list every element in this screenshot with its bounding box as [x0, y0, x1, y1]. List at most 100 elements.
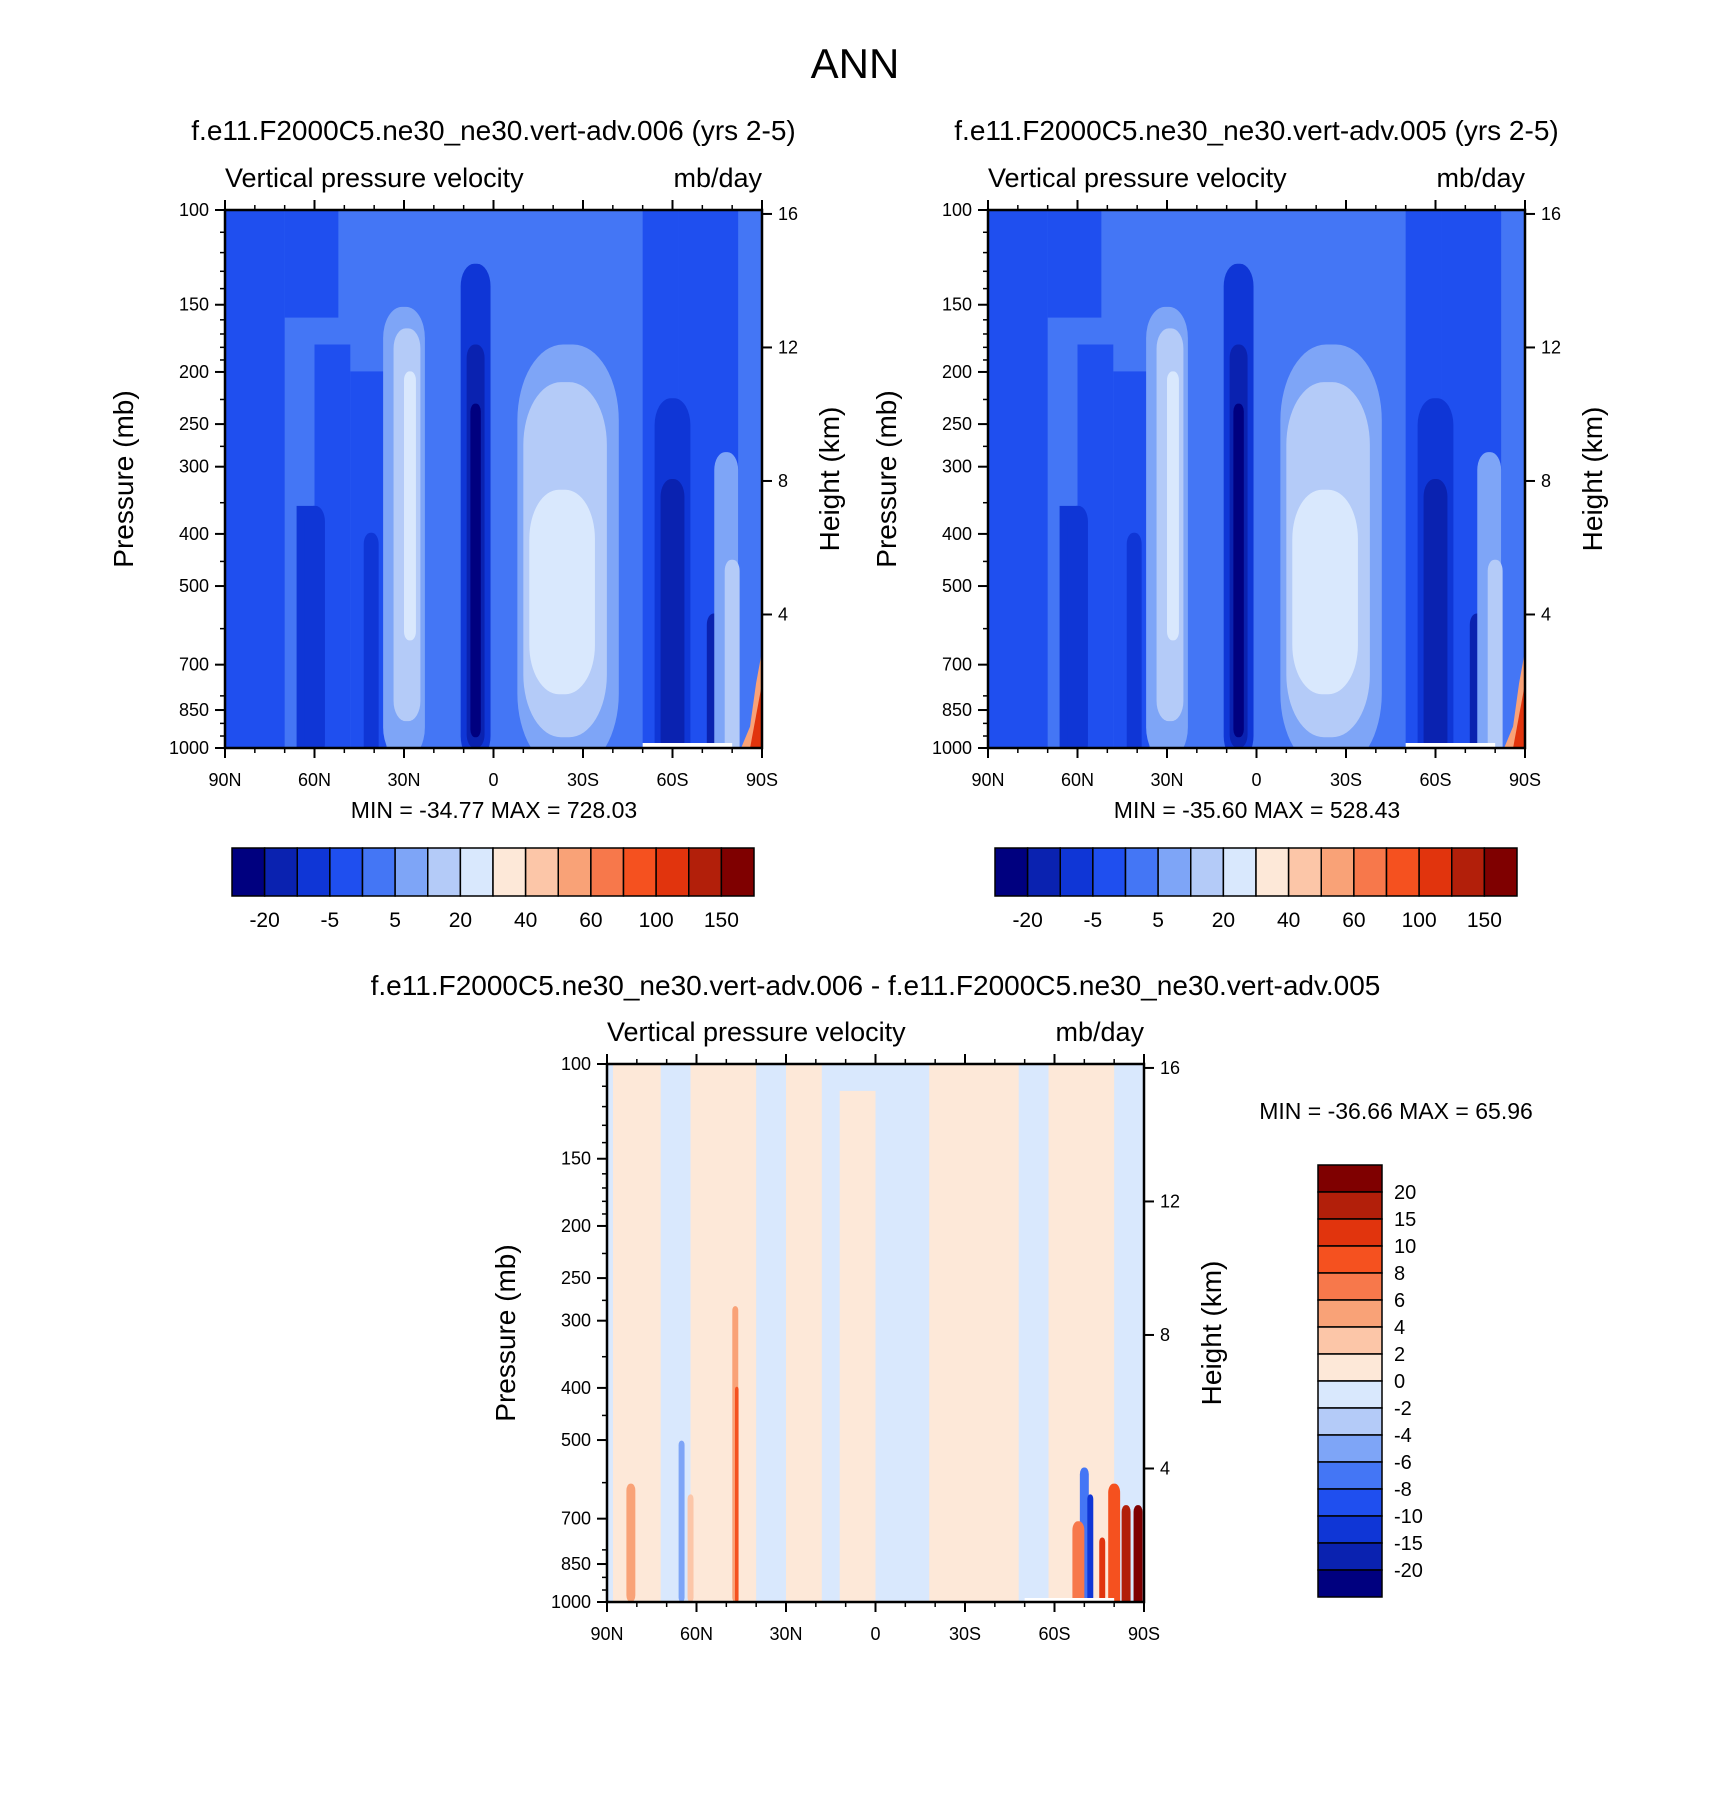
colorbar-swatch: [1317, 1434, 1383, 1463]
colorbar-tick-label: -6: [1394, 1452, 1412, 1474]
x-tick-label: 90S: [746, 770, 778, 790]
colorbar-tick-label: 15: [1394, 1209, 1416, 1231]
colorbar-tick-label: 4: [1394, 1317, 1405, 1339]
panel-title: f.e11.F2000C5.ne30_ne30.vert-adv.006 - f…: [371, 970, 1381, 1001]
contour-region: [678, 1440, 685, 1602]
y-right-axis-label: Height (km): [1196, 1261, 1227, 1406]
colorbar-swatch: [1451, 847, 1486, 897]
colorbar-swatch: [1124, 847, 1159, 897]
y-right-axis-label: Height (km): [814, 407, 845, 552]
y-tick-label: 400: [179, 524, 209, 544]
colorbar-swatch: [1317, 1569, 1383, 1598]
x-tick-label: 30N: [1150, 770, 1183, 790]
contour-region: [1133, 1505, 1143, 1602]
topography-mask: [1405, 743, 1496, 748]
y-tick-label: 200: [561, 1216, 591, 1236]
panel-right-label: mb/day: [1055, 1017, 1144, 1047]
colorbar-swatch: [1320, 847, 1355, 897]
colorbar-swatch: [459, 847, 494, 897]
colorbar-tick-label: -20: [249, 909, 279, 932]
colorbar-tick-label: 150: [1467, 909, 1502, 932]
y-tick-label: 100: [179, 200, 209, 220]
x-tick-label: 90N: [208, 770, 241, 790]
x-tick-label: 0: [488, 770, 498, 790]
x-tick-label: 60N: [680, 1624, 713, 1644]
y-tick-label: 500: [942, 576, 972, 596]
contour-region: [1167, 371, 1179, 641]
contour-region: [1108, 1483, 1121, 1602]
plot-field: [225, 210, 762, 748]
colorbar-swatch: [1385, 847, 1420, 897]
y-tick-label: 250: [942, 414, 972, 434]
colorbar-tick-label: 100: [639, 909, 674, 932]
contour-region: [363, 532, 379, 748]
y-tick-label: 1000: [169, 738, 209, 758]
y-tick-label: 200: [179, 362, 209, 382]
colorbar-tick-label: 100: [1402, 909, 1437, 932]
y-right-tick-label: 8: [778, 471, 788, 491]
y-right-axis-label: Height (km): [1577, 407, 1608, 552]
contour-region: [1121, 1505, 1131, 1602]
stats-label: MIN = -35.60 MAX = 528.43: [1114, 797, 1400, 823]
x-tick-label: 60N: [298, 770, 331, 790]
y-tick-label: 200: [942, 362, 972, 382]
y-tick-label: 300: [942, 457, 972, 477]
colorbar-tick-label: 5: [389, 909, 401, 932]
y-right-tick-label: 16: [778, 204, 798, 224]
y-tick-label: 100: [942, 200, 972, 220]
y-tick-label: 100: [561, 1054, 591, 1074]
colorbar-swatch: [1255, 847, 1290, 897]
panel-title: f.e11.F2000C5.ne30_ne30.vert-adv.006 (yr…: [191, 115, 795, 146]
panel-left-label: Vertical pressure velocity: [607, 1017, 906, 1047]
colorbar-swatch: [1157, 847, 1192, 897]
colorbar-swatch: [394, 847, 429, 897]
contour-region: [225, 210, 285, 748]
y-tick-label: 400: [942, 524, 972, 544]
contour-region: [612, 1064, 661, 1602]
colorbar-swatch: [427, 847, 462, 897]
y-tick-label: 400: [561, 1378, 591, 1398]
colorbar-swatch: [1483, 847, 1518, 897]
y-tick-label: 700: [179, 655, 209, 675]
x-tick-label: 30S: [949, 1624, 981, 1644]
colorbar-swatch: [1317, 1461, 1383, 1490]
contour-region: [1423, 479, 1448, 748]
y-tick-label: 300: [561, 1311, 591, 1331]
x-tick-label: 30S: [567, 770, 599, 790]
y-tick-label: 300: [179, 457, 209, 477]
colorbar-swatch: [524, 847, 559, 897]
colorbar-swatch: [1317, 1191, 1383, 1220]
colorbar-tick-label: 10: [1394, 1236, 1416, 1258]
colorbar-tick-label: 20: [1394, 1182, 1416, 1204]
colorbar-swatch: [1317, 1407, 1383, 1436]
y-axis-label: Pressure (mb): [490, 1244, 521, 1421]
colorbar-swatch: [263, 847, 298, 897]
colorbar-tick-label: 8: [1394, 1263, 1405, 1285]
colorbar-swatch: [1317, 1542, 1383, 1571]
colorbar-tick-label: 150: [704, 909, 739, 932]
contour-region: [660, 479, 685, 748]
y-right-tick-label: 8: [1541, 471, 1551, 491]
contour-region: [690, 1064, 757, 1602]
contour-region: [1233, 403, 1244, 738]
x-tick-label: 0: [870, 1624, 880, 1644]
colorbar-swatch: [1317, 1326, 1383, 1355]
contour-region: [724, 559, 740, 748]
colorbar-swatch: [1317, 1164, 1383, 1193]
plot-field: [607, 1064, 1144, 1602]
contour-region: [404, 371, 416, 641]
y-right-tick-label: 12: [1541, 337, 1561, 357]
y-right-tick-label: 4: [1160, 1458, 1170, 1478]
colorbar-swatch: [1026, 847, 1061, 897]
contour-region: [626, 1483, 636, 1602]
panel-left-label: Vertical pressure velocity: [225, 163, 524, 193]
colorbar-swatch: [1317, 1488, 1383, 1517]
y-axis-label: Pressure (mb): [108, 390, 139, 567]
x-tick-label: 90N: [971, 770, 1004, 790]
y-tick-label: 700: [561, 1509, 591, 1529]
y-right-tick-label: 8: [1160, 1325, 1170, 1345]
topography-mask: [1024, 1598, 1115, 1602]
colorbar-swatch: [557, 847, 592, 897]
colorbar-swatch: [361, 847, 396, 897]
